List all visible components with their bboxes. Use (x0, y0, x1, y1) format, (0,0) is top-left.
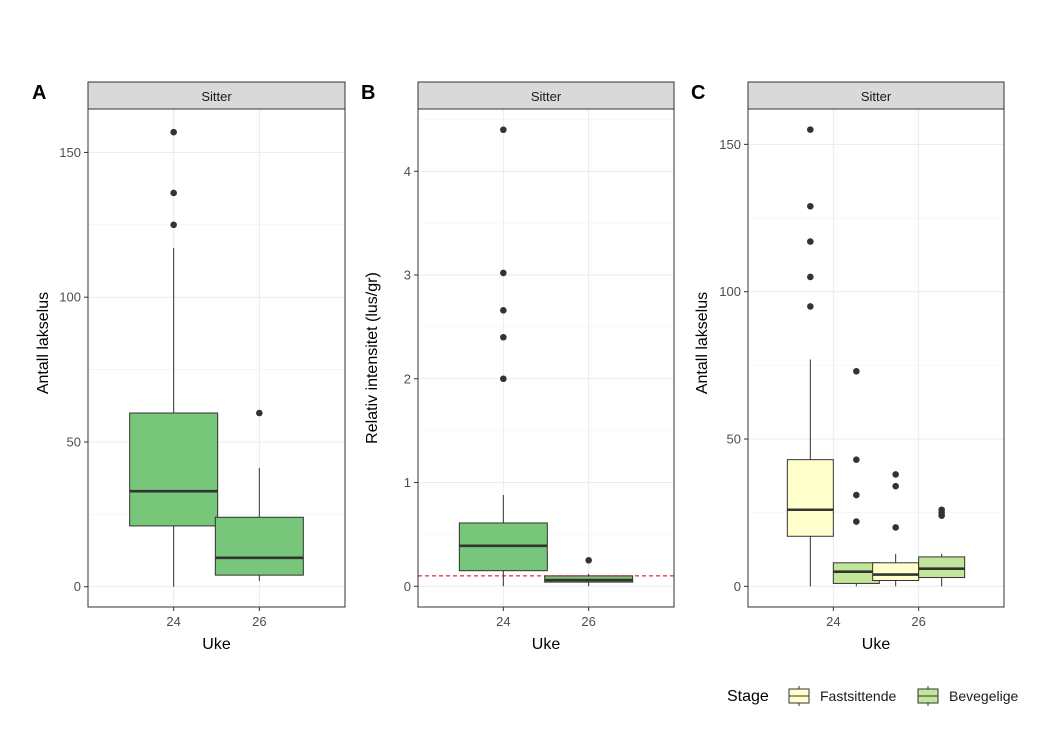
outlier-point (853, 456, 860, 463)
box-body (129, 412, 219, 527)
panel-background (748, 109, 1004, 607)
y-axis-title: Antall lakselus (694, 292, 711, 394)
outlier-point (170, 189, 177, 197)
outlier-point (585, 557, 592, 564)
x-tick-label: 24 (166, 614, 180, 629)
box-24-bevegelige (129, 128, 219, 587)
box-26-bevegelige (544, 557, 634, 587)
box-24-fastsittende (786, 126, 834, 587)
panel-tag-c: C (691, 82, 705, 104)
box-body (214, 516, 304, 576)
outlier-point (892, 482, 899, 490)
strip-label: Sitter (861, 89, 892, 104)
outlier-point (807, 202, 814, 210)
outlier-point (170, 221, 177, 229)
y-tick-label: 3 (404, 268, 411, 283)
plot-area: 0 50 100 150 24 26 (719, 108, 1005, 629)
y-tick-label: 100 (59, 290, 81, 305)
box-body (786, 459, 834, 537)
box-24-bevegelige (458, 126, 548, 587)
legend: Stage Fastsittende Bevegelige (727, 686, 1018, 706)
y-tick-label: 0 (404, 579, 411, 594)
box-26-fastsittende (872, 471, 920, 587)
y-tick-label: 50 (727, 432, 741, 447)
x-tick-label: 26 (911, 614, 925, 629)
y-tick-label: 150 (59, 145, 81, 160)
panel-border (87, 108, 346, 608)
y-tick-label: 50 (67, 434, 81, 449)
outlier-point (853, 491, 860, 499)
strip-label: Sitter (531, 89, 562, 104)
y-tick-label: 4 (404, 164, 411, 179)
outlier-point (807, 273, 814, 281)
box-26-bevegelige (918, 506, 966, 587)
legend-item-bevegelige: Bevegelige (917, 686, 1018, 706)
legend-title: Stage (727, 688, 769, 705)
outlier-point (500, 306, 507, 314)
strip-background (417, 81, 675, 110)
outlier-point (938, 506, 945, 514)
panel-tag-a: A (32, 82, 46, 104)
panel-border (417, 108, 675, 608)
plot-area: 0 50 100 150 24 26 (59, 108, 346, 629)
outlier-point (500, 269, 507, 277)
outlier-point (807, 126, 814, 133)
box-body (872, 562, 920, 581)
y-tick-label: 0 (74, 579, 81, 594)
panel-c: C Sitter 0 50 100 150 24 26 Uke Antall laksel… (691, 81, 1005, 653)
strip-background (747, 81, 1005, 110)
legend-label-bevegelige: Bevegelige (949, 688, 1018, 704)
y-tick-label: 2 (404, 371, 411, 386)
x-tick-label: 24 (496, 614, 510, 629)
panel-b: B Sitter 0 1 2 3 4 24 26 Uke Relativ intensite… (361, 81, 675, 653)
panel-tag-b: B (361, 82, 375, 104)
x-tick-label: 26 (252, 614, 266, 629)
x-axis-title: Uke (862, 636, 891, 653)
plot-area: 0 1 2 3 4 24 26 (404, 108, 675, 629)
y-axis-title: Relativ intensitet (lus/gr) (364, 272, 381, 444)
outlier-point (807, 303, 814, 310)
box-26-bevegelige (214, 409, 304, 581)
outlier-point (853, 367, 860, 375)
panel-border (747, 108, 1005, 608)
y-tick-label: 0 (734, 579, 741, 594)
strip-label: Sitter (201, 89, 232, 104)
box-body (918, 556, 966, 579)
y-tick-label: 150 (719, 137, 741, 152)
x-axis-title: Uke (532, 636, 561, 653)
legend-item-fastsittende: Fastsittende (788, 686, 896, 706)
x-axis-title: Uke (202, 636, 231, 653)
outlier-point (892, 471, 899, 478)
outlier-point (807, 238, 814, 245)
x-tick-label: 24 (826, 614, 840, 629)
outlier-point (170, 128, 177, 136)
y-tick-label: 100 (719, 284, 741, 299)
outlier-point (500, 333, 507, 341)
x-tick-label: 26 (581, 614, 595, 629)
outlier-point (892, 524, 899, 531)
y-tick-label: 1 (404, 475, 411, 490)
legend-label-fastsittende: Fastsittende (820, 688, 896, 704)
strip-background (87, 81, 346, 110)
y-axis-title: Antall lakselus (35, 292, 52, 394)
outlier-point (853, 518, 860, 525)
outlier-point (256, 409, 263, 417)
panel-a: A Sitter 0 50 100 150 24 26 Uke Antall laksel… (32, 81, 346, 653)
outlier-point (500, 126, 507, 134)
outlier-point (500, 375, 507, 383)
